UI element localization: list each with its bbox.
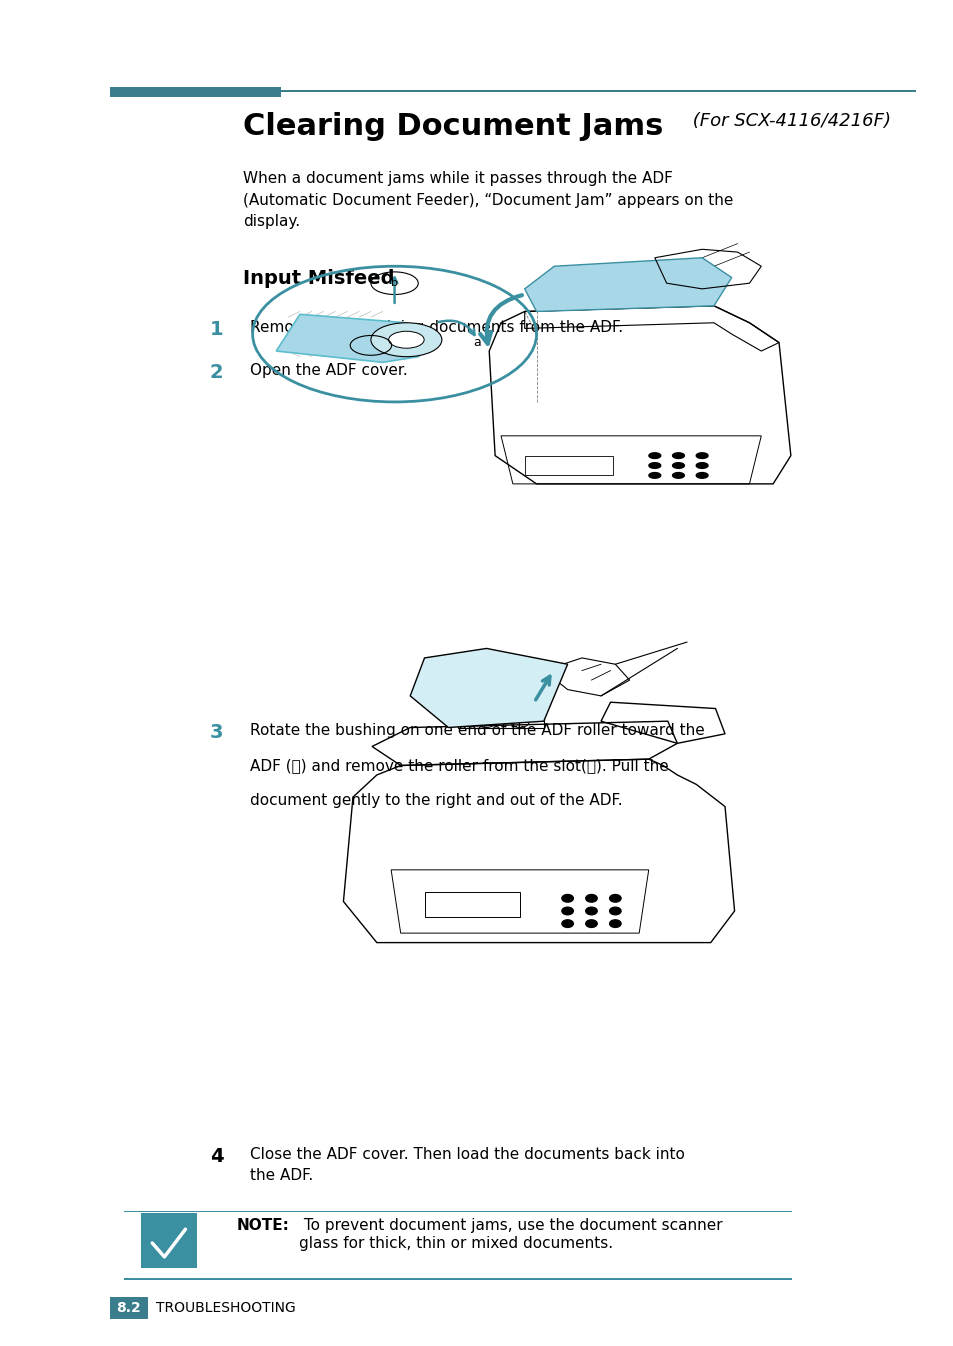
Text: TROUBLESHOOTING: TROUBLESHOOTING (155, 1302, 295, 1315)
Text: Remove the remaining documents from the ADF.: Remove the remaining documents from the … (250, 320, 622, 335)
Bar (124, 1211, 791, 1213)
Circle shape (561, 907, 573, 915)
Bar (110, 1298, 148, 1319)
Text: 8.2: 8.2 (116, 1302, 141, 1315)
Circle shape (609, 907, 620, 915)
FancyArrowPatch shape (536, 676, 549, 700)
Polygon shape (410, 649, 567, 727)
Text: ADF (ⓐ) and remove the roller from the slot(ⓑ). Pull the: ADF (ⓐ) and remove the roller from the s… (250, 758, 668, 773)
Text: 2: 2 (210, 363, 223, 382)
Text: a: a (473, 336, 480, 349)
Bar (424, 892, 519, 918)
Circle shape (585, 895, 597, 902)
Text: 1: 1 (210, 320, 223, 339)
Circle shape (672, 463, 683, 468)
Bar (110, 87, 281, 97)
FancyArrowPatch shape (392, 277, 397, 303)
Circle shape (388, 331, 424, 349)
Circle shape (672, 452, 683, 459)
Circle shape (672, 472, 683, 478)
FancyArrowPatch shape (479, 295, 521, 343)
Circle shape (561, 919, 573, 927)
Circle shape (696, 452, 707, 459)
Bar (524, 455, 613, 475)
Bar (457, 712, 543, 727)
Circle shape (585, 907, 597, 915)
Circle shape (648, 472, 660, 478)
Circle shape (648, 463, 660, 468)
Text: b: b (391, 279, 397, 288)
Bar (281, 90, 915, 93)
Circle shape (696, 472, 707, 478)
Text: 4: 4 (210, 1147, 223, 1166)
Circle shape (609, 919, 620, 927)
Circle shape (561, 895, 573, 902)
Text: 3: 3 (210, 723, 223, 742)
Circle shape (648, 452, 660, 459)
Text: When a document jams while it passes through the ADF
(Automatic Document Feeder): When a document jams while it passes thr… (243, 171, 733, 229)
Text: (For SCX-4116/4216F): (For SCX-4116/4216F) (686, 112, 890, 129)
Polygon shape (524, 258, 731, 311)
Text: NOTE:: NOTE: (236, 1218, 289, 1233)
Text: Clearing Document Jams: Clearing Document Jams (243, 112, 663, 141)
Text: Close the ADF cover. Then load the documents back into
the ADF.: Close the ADF cover. Then load the docum… (250, 1147, 684, 1183)
Bar (141, 1213, 196, 1268)
Circle shape (585, 919, 597, 927)
Polygon shape (276, 315, 436, 362)
Circle shape (696, 463, 707, 468)
Circle shape (609, 895, 620, 902)
Bar (124, 1279, 791, 1280)
Circle shape (371, 323, 441, 357)
Text: Open the ADF cover.: Open the ADF cover. (250, 363, 407, 378)
FancyArrowPatch shape (438, 320, 474, 335)
Text: document gently to the right and out of the ADF.: document gently to the right and out of … (250, 793, 622, 808)
Text: glass for thick, thin or mixed documents.: glass for thick, thin or mixed documents… (298, 1236, 612, 1252)
Text: Rotate the bushing on one end of the ADF roller toward the: Rotate the bushing on one end of the ADF… (250, 723, 704, 738)
Text: Input Misfeed: Input Misfeed (243, 269, 395, 288)
Text: To prevent document jams, use the document scanner: To prevent document jams, use the docume… (298, 1218, 721, 1233)
